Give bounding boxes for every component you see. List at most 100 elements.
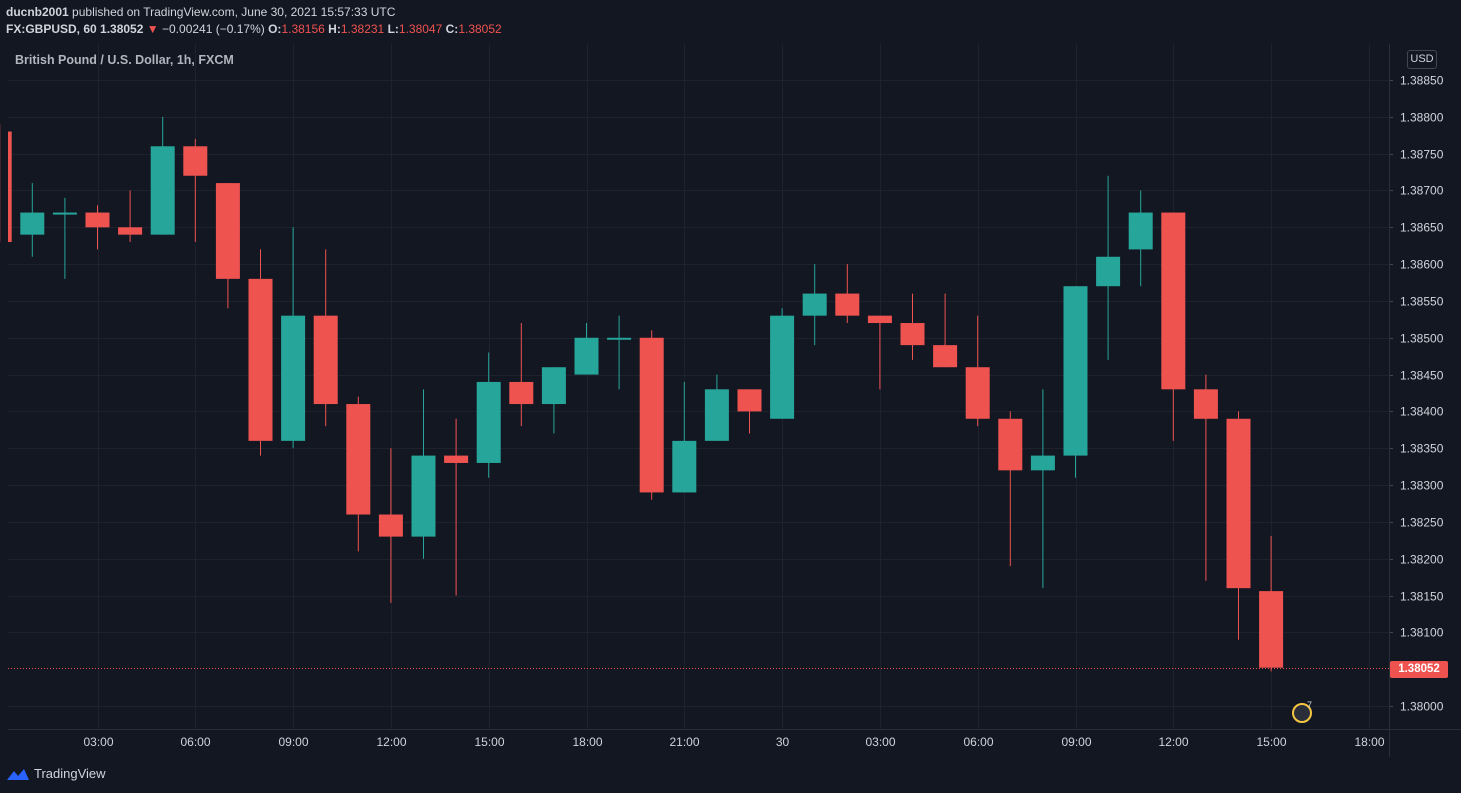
- candle-body: [900, 323, 925, 346]
- candle-down: [1259, 535, 1284, 672]
- candle-up: [281, 227, 306, 449]
- x-tick-label: 18:00: [572, 735, 602, 749]
- candle-down: [378, 448, 403, 603]
- candle-body: [737, 389, 762, 412]
- tradingview-logo-icon: [7, 768, 29, 780]
- candle-body: [1259, 591, 1284, 668]
- candle-up: [607, 315, 632, 390]
- candle-down: [900, 293, 925, 360]
- candle-body: [1193, 389, 1218, 419]
- candle-up: [150, 116, 175, 235]
- y-tick-label: 1.38750: [1400, 148, 1444, 162]
- series-title: British Pound / U.S. Dollar, 1h, FXCM: [15, 53, 234, 67]
- candle-body: [476, 381, 501, 463]
- candle-up: [704, 374, 729, 441]
- y-tick-label: 1.38200: [1400, 553, 1444, 567]
- candle-body: [118, 227, 143, 235]
- candle-up: [541, 367, 566, 434]
- candle-up: [476, 352, 501, 478]
- y-tick-label: 1.38850: [1400, 74, 1444, 88]
- candle-body: [85, 212, 110, 228]
- x-tick-label: 30: [776, 735, 790, 749]
- candle-body: [509, 381, 534, 405]
- published-text: published on TradingView.com, June 30, 2…: [72, 5, 396, 19]
- candle-down: [1161, 212, 1186, 441]
- candle-down: [444, 418, 469, 596]
- symbol-label[interactable]: FX:GBPUSD, 60: [6, 22, 97, 36]
- y-tick-label: 1.38550: [1400, 295, 1444, 309]
- candle-body: [1063, 286, 1088, 456]
- x-tick-label: 06:00: [963, 735, 993, 749]
- candle-body: [52, 212, 77, 215]
- candle-body: [1161, 212, 1186, 390]
- candle-down: [1226, 411, 1251, 640]
- y-tick-label: 1.38400: [1400, 405, 1444, 419]
- currency-button[interactable]: USD: [1407, 50, 1437, 69]
- tradingview-brand[interactable]: TradingView: [6, 766, 106, 781]
- price-change: −0.00241 (−0.17%): [162, 22, 265, 36]
- candle-up: [411, 389, 436, 559]
- candle-down: [835, 264, 860, 324]
- current-price-badge: 1.38052: [1390, 661, 1448, 678]
- candle-body: [411, 455, 436, 537]
- axes: 1.38850 1.38800 1.38750 1.38700 1.38650 1.386…: [83, 74, 1443, 750]
- y-tick-label: 1.38100: [1400, 626, 1444, 640]
- x-tick-label: 15:00: [474, 735, 504, 749]
- candle-up: [1096, 175, 1121, 360]
- candle-up: [770, 308, 795, 419]
- candle-body: [8, 131, 12, 243]
- y-tick-label: 1.38300: [1400, 479, 1444, 493]
- candle-body: [248, 278, 273, 441]
- plot-area[interactable]: [8, 44, 1389, 729]
- x-tick-label: 09:00: [1061, 735, 1091, 749]
- candle-body: [281, 315, 306, 441]
- events-count: 7: [1307, 700, 1313, 710]
- close-label: C:: [445, 22, 459, 36]
- candle-body: [672, 440, 697, 493]
- candle-down: [998, 411, 1023, 567]
- brand-name: TradingView: [34, 766, 106, 781]
- candle-down: [509, 323, 534, 427]
- low-label: L:: [387, 22, 399, 36]
- y-tick-label: 1.38500: [1400, 332, 1444, 346]
- candle-down: [248, 249, 273, 456]
- down-triangle-icon: ▼: [146, 22, 159, 36]
- candle-down: [1193, 374, 1218, 581]
- x-tick-label: 12:00: [376, 735, 406, 749]
- y-tick-label: 1.38700: [1400, 184, 1444, 198]
- x-tick-label: 06:00: [180, 735, 210, 749]
- candle-body: [541, 367, 566, 405]
- candle-up: [52, 197, 77, 279]
- candlestick-chart[interactable]: 1.38850 1.38800 1.38750 1.38700 1.38650 1.386…: [0, 0, 1461, 757]
- candle-body: [378, 514, 403, 537]
- y-tick-label: 1.38600: [1400, 258, 1444, 272]
- us-flag-event-icon[interactable]: [1292, 703, 1312, 723]
- candle-body: [313, 315, 338, 405]
- ohlc-legend: FX:GBPUSD, 60 1.38052 ▼ −0.00241 (−0.17%…: [6, 22, 502, 36]
- candle-body: [150, 146, 175, 235]
- candle-body: [20, 212, 45, 235]
- candle-body: [998, 418, 1023, 471]
- candle-down: [85, 205, 110, 250]
- x-tick-label: 03:00: [83, 735, 113, 749]
- y-tick-label: 1.38000: [1400, 700, 1444, 714]
- candle-body: [933, 345, 958, 368]
- high-label: H:: [328, 22, 341, 36]
- x-tick-label: 09:00: [278, 735, 308, 749]
- last-price: 1.38052: [100, 22, 144, 36]
- x-tick-label: 03:00: [865, 735, 895, 749]
- candle-body: [704, 389, 729, 441]
- author-name[interactable]: ducnb2001: [6, 5, 69, 19]
- candle-body: [1226, 418, 1251, 589]
- candle-up: [574, 323, 599, 375]
- candle-body: [1030, 455, 1055, 471]
- candle-up: [1128, 190, 1153, 287]
- candle-body: [574, 337, 599, 375]
- candle-body: [346, 404, 371, 515]
- candle-down: [215, 183, 240, 309]
- candle-body: [965, 367, 990, 419]
- candle-down: [639, 330, 664, 500]
- candle-up: [1030, 389, 1055, 589]
- candle-down: [183, 138, 208, 243]
- candle-down: [313, 249, 338, 427]
